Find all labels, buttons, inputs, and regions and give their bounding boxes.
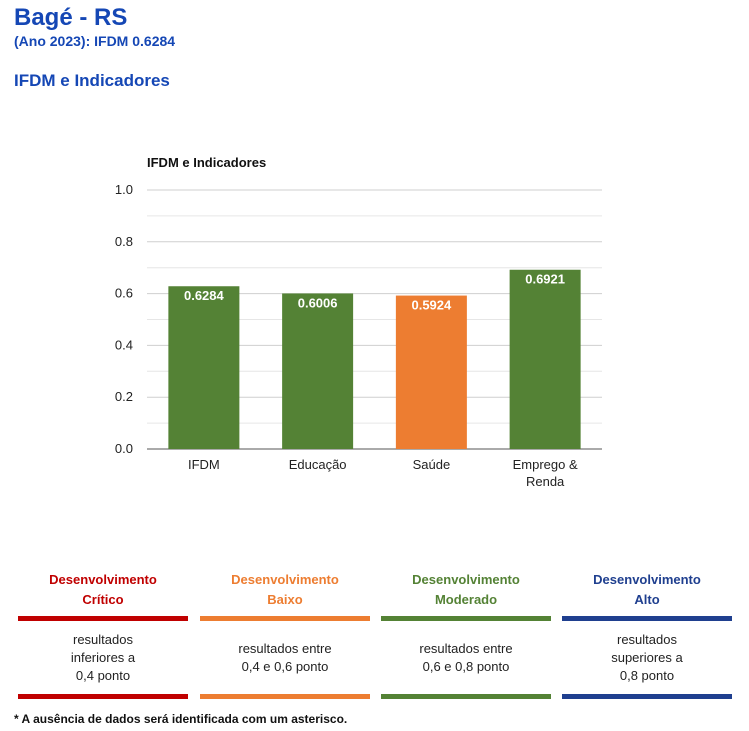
bar xyxy=(282,293,354,449)
legend-critico-title: Desenvolvimento Crítico xyxy=(49,572,157,607)
chart-bars: 0.6284 0.6006 0.5924 0.6921 xyxy=(168,269,581,449)
legend-baixo-title: Desenvolvimento Baixo xyxy=(231,572,339,607)
chart-x-labels: IFDM Educação Saúde Emprego & Renda xyxy=(188,457,578,489)
footnote: * A ausência de dados será identificada … xyxy=(14,712,348,726)
legend-moderado-bottom-bar xyxy=(381,694,551,699)
legend-critico-top-bar xyxy=(18,616,188,621)
legend-moderado-top-bar xyxy=(381,616,551,621)
legend-baixo-text: resultados entre 0,4 e 0,6 ponto xyxy=(238,640,332,674)
y-tick-label: 0.4 xyxy=(115,337,133,352)
bar xyxy=(395,295,467,449)
legend-baixo-top-bar xyxy=(200,616,370,621)
x-tick-label: Saúde xyxy=(413,457,451,472)
legend-moderado: Desenvolvimento Moderado resultados entr… xyxy=(381,570,551,699)
legend-critico-bottom-bar xyxy=(18,694,188,699)
chart-title: IFDM e Indicadores xyxy=(147,155,266,170)
bar-value-label: 0.6921 xyxy=(525,272,565,287)
legend-critico: Desenvolvimento Crítico resultados inferi… xyxy=(18,570,188,699)
y-tick-label: 0.0 xyxy=(115,441,133,456)
x-tick-label: Renda xyxy=(526,474,565,489)
bar-value-label: 0.6284 xyxy=(184,288,225,303)
page-subtitle: (Ano 2023): IFDM 0.6284 xyxy=(14,33,176,49)
legend-alto-top-bar xyxy=(562,616,732,621)
page-title: Bagé - RS xyxy=(14,4,128,31)
bar-chart: IFDM e Indicadores 0.0 0.2 0.4 0.6 0.8 1.0 0.… xyxy=(115,155,602,489)
legend-alto: Desenvolvimento Alto resultados superiore… xyxy=(562,570,732,699)
legend-moderado-text: resultados entre 0,6 e 0,8 ponto xyxy=(419,640,513,674)
x-tick-label: Emprego & xyxy=(513,457,578,472)
legend-alto-text: resultados superiores a 0,8 ponto xyxy=(611,631,683,683)
y-tick-label: 1.0 xyxy=(115,182,133,197)
legend-baixo-bottom-bar xyxy=(200,694,370,699)
legend-moderado-title: Desenvolvimento Moderado xyxy=(412,572,520,607)
bar-value-label: 0.6006 xyxy=(298,295,338,310)
legend-critico-text: resultados inferiores a 0,4 ponto xyxy=(70,631,136,683)
bar-value-label: 0.5924 xyxy=(411,298,452,313)
legend-baixo: Desenvolvimento Baixo resultados entre 0,… xyxy=(200,570,370,699)
x-tick-label: Educação xyxy=(289,457,347,472)
bar xyxy=(509,269,581,449)
bar xyxy=(168,286,240,449)
y-tick-label: 0.6 xyxy=(115,286,133,301)
x-tick-label: IFDM xyxy=(188,457,220,472)
y-tick-label: 0.8 xyxy=(115,234,133,249)
legend-alto-bottom-bar xyxy=(562,694,732,699)
section-title: IFDM e Indicadores xyxy=(14,71,170,90)
y-tick-label: 0.2 xyxy=(115,389,133,404)
legend-alto-title: Desenvolvimento Alto xyxy=(593,572,701,607)
